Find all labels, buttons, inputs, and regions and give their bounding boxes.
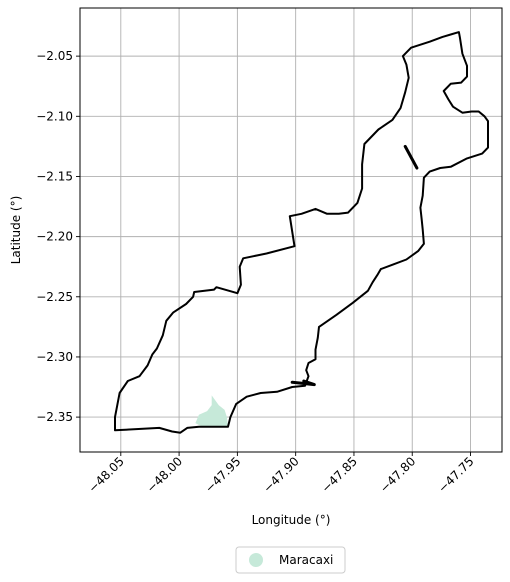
municipality-fill-layer <box>195 395 228 427</box>
y-tick-label: −2.25 <box>36 290 73 304</box>
y-tick-label: −2.35 <box>36 410 73 424</box>
boundary-segment <box>290 379 316 387</box>
x-axis-title: Longitude (°) <box>252 513 331 527</box>
legend-box <box>235 546 346 574</box>
municipality-fill-maracaxi <box>195 395 228 427</box>
plot-frame <box>79 7 503 453</box>
y-tick-label: −2.20 <box>36 230 73 244</box>
boundary-layer <box>114 31 489 434</box>
grid <box>80 8 502 452</box>
legend: Maracaxi <box>235 546 346 574</box>
y-tick-label: −2.05 <box>36 49 73 63</box>
y-tick-label: −2.10 <box>36 109 73 123</box>
boundary-segment <box>403 144 419 170</box>
legend-label-maracaxi: Maracaxi <box>279 553 333 567</box>
y-tick-label: −2.30 <box>36 350 73 364</box>
y-tick-label: −2.15 <box>36 169 73 183</box>
legend-marker-maracaxi <box>249 553 263 567</box>
boundary-outline <box>114 31 489 434</box>
y-axis-title: Latitude (°) <box>9 196 23 265</box>
